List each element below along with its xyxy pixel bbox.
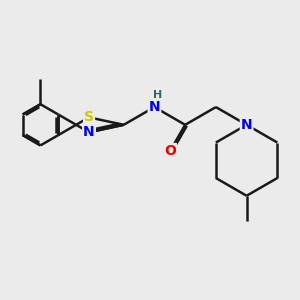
Text: S: S [84, 110, 94, 124]
Text: H: H [153, 90, 162, 100]
Text: N: N [83, 125, 95, 139]
Text: O: O [164, 144, 176, 158]
Text: N: N [241, 118, 252, 132]
Text: N: N [148, 100, 160, 114]
